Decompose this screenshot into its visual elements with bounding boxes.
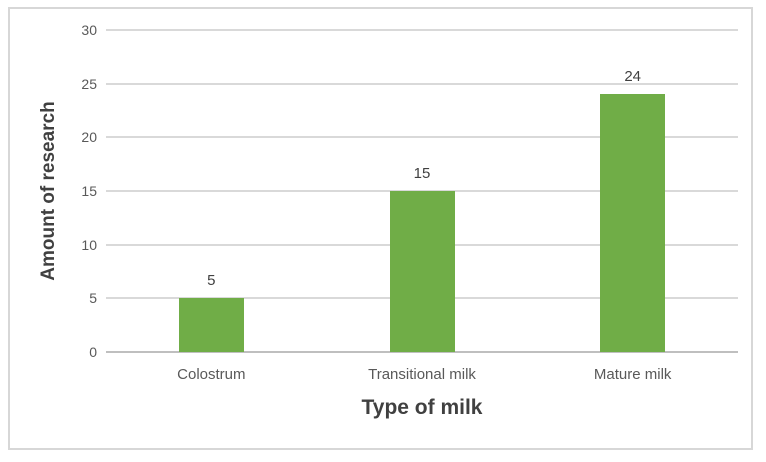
ytick-label-5: 5 bbox=[89, 290, 97, 307]
ytick-label-20: 20 bbox=[81, 129, 97, 146]
ytick-label-0: 0 bbox=[89, 344, 97, 360]
data-label-colostrum: 5 bbox=[207, 272, 216, 290]
data-label-transitional-milk: 15 bbox=[413, 165, 431, 182]
ytick-label-15: 15 bbox=[81, 183, 97, 199]
plot-area: 0 5 10 15 20 25 30 5 Colostrum 15 Transitional mi… bbox=[81, 22, 738, 383]
bar-colostrum bbox=[178, 298, 244, 352]
ytick-label-25: 25 bbox=[81, 75, 97, 92]
category-label-colostrum: Colostrum bbox=[177, 366, 246, 383]
bar-transitional-milk bbox=[389, 191, 455, 352]
bar-mature-milk bbox=[600, 94, 666, 352]
data-label-mature-milk: 24 bbox=[624, 68, 641, 86]
x-axis-title: Type of milk bbox=[361, 396, 483, 419]
ytick-label-30: 30 bbox=[81, 22, 97, 38]
gridline-30 bbox=[106, 29, 738, 31]
gridline-0 bbox=[106, 351, 738, 353]
category-label-transitional-milk: Transitional milk bbox=[368, 366, 476, 383]
category-label-mature-milk: Mature milk bbox=[593, 366, 672, 383]
ytick-label-10: 10 bbox=[81, 236, 97, 253]
gridline-25 bbox=[106, 82, 738, 85]
y-axis-title: Amount of research bbox=[38, 101, 59, 281]
gridline-20 bbox=[106, 136, 738, 139]
